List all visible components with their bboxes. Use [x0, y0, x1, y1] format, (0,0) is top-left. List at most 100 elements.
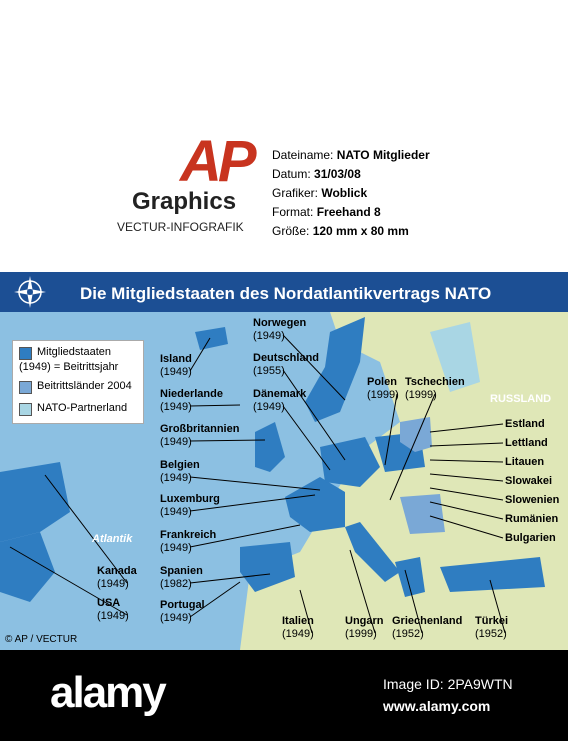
greece [395, 557, 425, 597]
leader-line [429, 459, 504, 463]
meta-value: 31/03/08 [314, 167, 361, 181]
country-name: USA [97, 597, 121, 609]
country-year: (1955) [253, 365, 285, 377]
country-label: Belgien (1949) [160, 459, 200, 485]
leader-line [189, 524, 301, 548]
country-name: Kanada [97, 565, 137, 577]
country-name: Griechenland [392, 615, 463, 627]
country-name: Niederlande [160, 388, 223, 400]
meta-row: Format: Freehand 8 [272, 203, 430, 222]
meta-row: Dateiname: NATO Mitglieder [272, 146, 430, 165]
country-name: Portugal [160, 599, 205, 611]
country-label: Ungarn (1999) [345, 615, 384, 641]
new-member-label: Litauen [505, 456, 545, 468]
leader-line [282, 334, 346, 401]
region-label: RUSSLAND [490, 393, 552, 405]
leader-line [429, 515, 504, 539]
leader-line [189, 439, 266, 442]
leader-line [349, 549, 376, 634]
country-year: (1949) [160, 612, 192, 624]
new-member-label: Lettland [505, 437, 548, 449]
leader-lines [9, 334, 506, 634]
new-member-label: Bulgarien [505, 532, 556, 544]
meta-label: Größe: [272, 224, 310, 238]
meta-label: Grafiker: [272, 186, 319, 200]
leader-line [282, 405, 331, 471]
country-name: Türkei [475, 615, 509, 627]
legend: Mitgliedstaaten (1949) = Beitrittsjahr Bei… [12, 340, 144, 424]
country-name: Frankreich [160, 529, 217, 541]
germany [320, 437, 380, 487]
leader-line [9, 546, 128, 616]
country-name: Belgien [160, 459, 200, 471]
leader-line [299, 589, 313, 634]
legend-label: Beitrittsländer 2004 [37, 380, 132, 392]
leader-line [189, 581, 241, 618]
country-year: (1949) [160, 436, 192, 448]
country-label: Kanada (1949) [97, 565, 137, 591]
footer [0, 650, 568, 741]
meta-row: Größe: 120 mm x 80 mm [272, 222, 430, 241]
leader-line [404, 569, 423, 634]
canada [0, 462, 70, 542]
country-label: Niederlande (1949) [160, 388, 223, 414]
legend-label: Mitgliedstaaten [37, 346, 111, 358]
country-year: (1949) [253, 401, 285, 413]
leader-line [429, 473, 504, 482]
country-name: Deutschland [253, 352, 320, 364]
meta-value: Woblick [321, 186, 368, 200]
logo-sub: Graphics [132, 188, 237, 215]
country-year: (1999) [405, 389, 437, 401]
country-year: (1949) [160, 472, 192, 484]
country-year: (1949) [160, 366, 192, 378]
leader-line [489, 579, 506, 634]
legend-label: NATO-Partnerland [37, 402, 128, 414]
leader-line [189, 404, 241, 407]
leader-line [429, 442, 504, 447]
uk [255, 422, 285, 472]
norway [305, 317, 365, 422]
legend-sub: (1949) = Beitrittsjahr [19, 361, 119, 373]
region-label: Atlantik [92, 533, 133, 545]
iceland [195, 327, 228, 350]
leader-line [44, 474, 128, 584]
country-year: (1949) [253, 330, 285, 342]
country-label: Dänemark (1949) [253, 388, 306, 414]
country-label: Griechenland (1952) [392, 615, 462, 641]
title-bar [0, 272, 568, 312]
country-year: (1949) [282, 628, 314, 640]
country-name: Luxemburg [160, 493, 220, 505]
country-label: Frankreich (1949) [160, 529, 216, 555]
country-name: Norwegen [253, 317, 307, 329]
country-year: (1949) [97, 610, 129, 622]
country-name: Spanien [160, 565, 203, 577]
country-year: (1999) [345, 628, 377, 640]
legend-swatch [19, 381, 32, 394]
footer-url: www.alamy.com [383, 698, 491, 714]
country-name: Tschechien [405, 376, 465, 388]
country-label: Spanien (1982) [160, 565, 203, 591]
footer-brand: alamy [50, 668, 167, 717]
country-year: (1949) [160, 506, 192, 518]
new-member-label: Estland [505, 418, 545, 430]
meta-label: Format: [272, 205, 314, 219]
country-label: Italien (1949) [282, 615, 314, 641]
country-year: (1949) [97, 578, 129, 590]
country-label: Luxemburg (1949) [160, 493, 220, 519]
leader-line [429, 501, 504, 520]
country-name: Dänemark [253, 388, 307, 400]
meta-label: Datum: [272, 167, 311, 181]
leader-line [189, 476, 321, 491]
leader-line [189, 337, 211, 372]
credit: © AP / VECTUR [5, 634, 78, 645]
meta-label: Dateiname: [272, 148, 334, 162]
italy [345, 522, 400, 582]
country-label: Norwegen (1949) [253, 317, 306, 343]
country-year: (1999) [367, 389, 399, 401]
country-label: Deutschland (1955) [253, 352, 319, 378]
ap-logo: AP [180, 129, 257, 194]
iberia [240, 542, 295, 592]
map-title: Die Mitgliedstaaten des Nordatlantikvert… [80, 284, 492, 303]
leader-line [384, 393, 398, 466]
meta-value: Freehand 8 [316, 205, 381, 219]
